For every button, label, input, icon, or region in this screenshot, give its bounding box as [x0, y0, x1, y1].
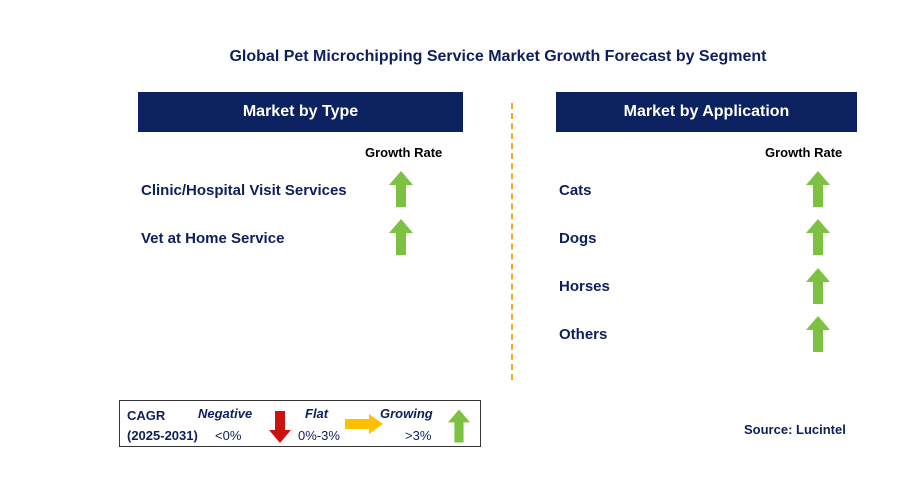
- growing-arrow-icon: [448, 409, 470, 443]
- legend-flat-range: 0%-3%: [298, 428, 340, 443]
- legend-period: (2025-2031): [127, 428, 198, 443]
- application-row-label: Dogs: [559, 230, 597, 247]
- application-row-label: Horses: [559, 278, 610, 295]
- cagr-legend: CAGR (2025-2031) Negative <0% Flat 0%-3%…: [119, 400, 481, 447]
- growing-arrow-icon: [806, 219, 830, 255]
- panel-divider: [511, 103, 513, 380]
- growing-arrow-icon: [806, 316, 830, 352]
- growing-arrow-icon: [806, 268, 830, 304]
- legend-cagr-label: CAGR: [127, 408, 166, 423]
- flat-arrow-icon: [345, 414, 383, 434]
- growing-arrow-icon: [389, 171, 413, 207]
- application-row-label: Others: [559, 326, 608, 343]
- legend-negative-label: Negative: [198, 406, 253, 421]
- application-row-label: Cats: [559, 182, 592, 199]
- left-growth-rate-label: Growth Rate: [365, 145, 443, 160]
- growing-arrow-icon: [389, 219, 413, 255]
- legend-growing-label: Growing: [380, 406, 433, 421]
- source-label: Source: Lucintel: [744, 422, 846, 437]
- negative-arrow-icon: [269, 411, 291, 443]
- type-row-label: Clinic/Hospital Visit Services: [141, 182, 347, 199]
- legend-growing-range: >3%: [405, 428, 432, 443]
- legend-flat-label: Flat: [305, 406, 329, 421]
- chart-title: Global Pet Microchipping Service Market …: [229, 48, 767, 65]
- growing-arrow-icon: [806, 171, 830, 207]
- market-by-application-header: Market by Application: [556, 92, 857, 132]
- right-growth-rate-label: Growth Rate: [765, 145, 843, 160]
- type-row-label: Vet at Home Service: [141, 230, 285, 247]
- legend-negative-range: <0%: [215, 428, 242, 443]
- market-by-type-header: Market by Type: [138, 92, 463, 132]
